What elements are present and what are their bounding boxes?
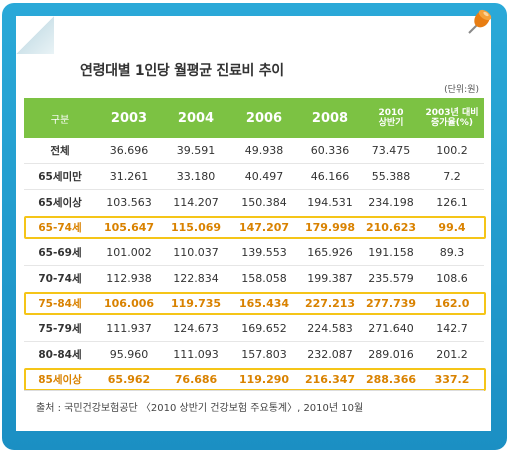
- table-row: 75-79세 111.937 124.673 169.652 224.583 271.64…: [24, 316, 484, 342]
- table-row: 65세미만 31.261 33.180 40.497 46.166 55.388 7.2: [24, 163, 484, 190]
- table-cell: 139.553: [230, 240, 298, 266]
- row-label: 65세이상: [38, 197, 82, 209]
- table-cell: 76.686: [174, 373, 218, 386]
- table-cell: 157.803: [241, 348, 287, 361]
- col-header: 2003: [96, 98, 162, 138]
- table-cell: 101.002: [96, 240, 162, 266]
- row-label: 75-84세: [38, 298, 82, 310]
- table-row: 75-84세 106.006 119.735 165.434 227.213 277.73…: [24, 291, 484, 316]
- table-cell: 158.058: [241, 272, 287, 285]
- pushpin-icon: [468, 9, 492, 34]
- row-label: 70-74세: [38, 273, 82, 285]
- table-cell: 119.735: [170, 297, 222, 310]
- row-label: 65세미만: [24, 163, 96, 190]
- table-cell: 142.7: [420, 316, 484, 342]
- table-cell: 126.1: [436, 196, 468, 209]
- table-cell: 234.198: [368, 196, 414, 209]
- table-cell: 277.739: [365, 297, 417, 310]
- table-cell: 232.087: [307, 348, 353, 361]
- col-header: 2008: [298, 98, 362, 138]
- table-cell: 114.207: [173, 196, 219, 209]
- table-cell: 60.336: [298, 138, 362, 164]
- table-cell: 111.937: [96, 316, 162, 342]
- table-cell: 39.591: [162, 138, 230, 164]
- col-header: 2010 상반기: [362, 98, 420, 138]
- table-cell: 179.998: [304, 221, 356, 234]
- table-cell: 162.0: [434, 297, 470, 310]
- table-cell: 33.180: [162, 163, 230, 190]
- table-cell: 95.960: [109, 348, 149, 361]
- table-cell: 7.2: [420, 163, 484, 190]
- table-cell: 119.290: [238, 373, 290, 386]
- table-cell: 199.387: [307, 272, 353, 285]
- col-header: 2003년 대비 증가율(%): [420, 98, 484, 138]
- table-cell: 31.261: [96, 163, 162, 190]
- table-cell: 216.347: [304, 373, 356, 386]
- table-cell: 100.2: [420, 138, 484, 164]
- table-cell: 169.652: [230, 316, 298, 342]
- table-cell: 288.366: [365, 373, 417, 386]
- table-row: 전체 36.696 39.591 49.938 60.336 73.475 100.2: [24, 138, 484, 164]
- table-cell: 210.623: [365, 221, 417, 234]
- col-header: 2004: [162, 98, 230, 138]
- table-cell: 165.434: [238, 297, 290, 310]
- table-cell: 337.2: [434, 373, 470, 386]
- row-label: 80-84세: [38, 349, 82, 361]
- table-cell: 46.166: [298, 163, 362, 190]
- table-cell: 191.158: [362, 240, 420, 266]
- table-cell: 150.384: [241, 196, 287, 209]
- table-cell: 110.037: [162, 240, 230, 266]
- table-cell: 40.497: [230, 163, 298, 190]
- table-cell: 73.475: [362, 138, 420, 164]
- table-row: 85세이상 65.962 76.686 119.290 216.347 288.366 33…: [24, 367, 484, 392]
- table-row: 65-69세 101.002 110.037 139.553 165.926 191.15…: [24, 240, 484, 266]
- table-row: 65-74세 105.647 115.069 147.207 179.998 210.62…: [24, 215, 484, 240]
- table-cell: 147.207: [238, 221, 290, 234]
- table-cell: 201.2: [436, 348, 468, 361]
- table-row: 65세이상 103.563 114.207 150.384 194.531 234.198…: [24, 190, 484, 216]
- header-row: 구분 2003 2004 2006 2008 2010 상반기 2003년 대비…: [24, 98, 484, 138]
- table-cell: 124.673: [162, 316, 230, 342]
- unit-label: (단위:원): [444, 85, 479, 95]
- table-cell: 103.563: [106, 196, 152, 209]
- table-cell: 165.926: [298, 240, 362, 266]
- row-label: 65-69세: [24, 240, 96, 266]
- table-cell: 105.647: [103, 221, 155, 234]
- table-cell: 108.6: [436, 272, 468, 285]
- table-cell: 36.696: [96, 138, 162, 164]
- table-cell: 112.938: [106, 272, 152, 285]
- table-cell: 235.579: [368, 272, 414, 285]
- divider: [24, 390, 484, 391]
- row-label: 전체: [24, 138, 96, 164]
- table-cell: 224.583: [298, 316, 362, 342]
- table-cell: 106.006: [103, 297, 155, 310]
- source-note: 출처 : 국민건강보험공단 〈2010 상반기 건강보험 주요통계〉, 2010…: [36, 403, 364, 414]
- page-title: 연령대별 1인당 월평균 진료비 추이: [80, 63, 284, 79]
- content-panel: [16, 16, 491, 431]
- table-cell: 271.640: [362, 316, 420, 342]
- table-cell: 115.069: [170, 221, 222, 234]
- table-cell: 89.3: [420, 240, 484, 266]
- table-cell: 55.388: [362, 163, 420, 190]
- table-cell: 194.531: [307, 196, 353, 209]
- table-cell: 289.016: [368, 348, 414, 361]
- col-header: 2006: [230, 98, 298, 138]
- table-cell: 122.834: [173, 272, 219, 285]
- table-cell: 111.093: [173, 348, 219, 361]
- row-label: 75-79세: [24, 316, 96, 342]
- data-table: 구분 2003 2004 2006 2008 2010 상반기 2003년 대비…: [24, 98, 484, 392]
- row-label: 65-74세: [38, 222, 82, 234]
- table-row: 70-74세 112.938 122.834 158.058 199.387 235.57…: [24, 266, 484, 292]
- table-row: 80-84세 95.960 111.093 157.803 232.087 289.016…: [24, 342, 484, 368]
- table-cell: 227.213: [304, 297, 356, 310]
- table-cell: 49.938: [230, 138, 298, 164]
- col-header: 구분: [24, 98, 96, 138]
- table-cell: 65.962: [107, 373, 151, 386]
- row-label: 85세이상: [38, 374, 82, 386]
- table-cell: 99.4: [438, 221, 466, 234]
